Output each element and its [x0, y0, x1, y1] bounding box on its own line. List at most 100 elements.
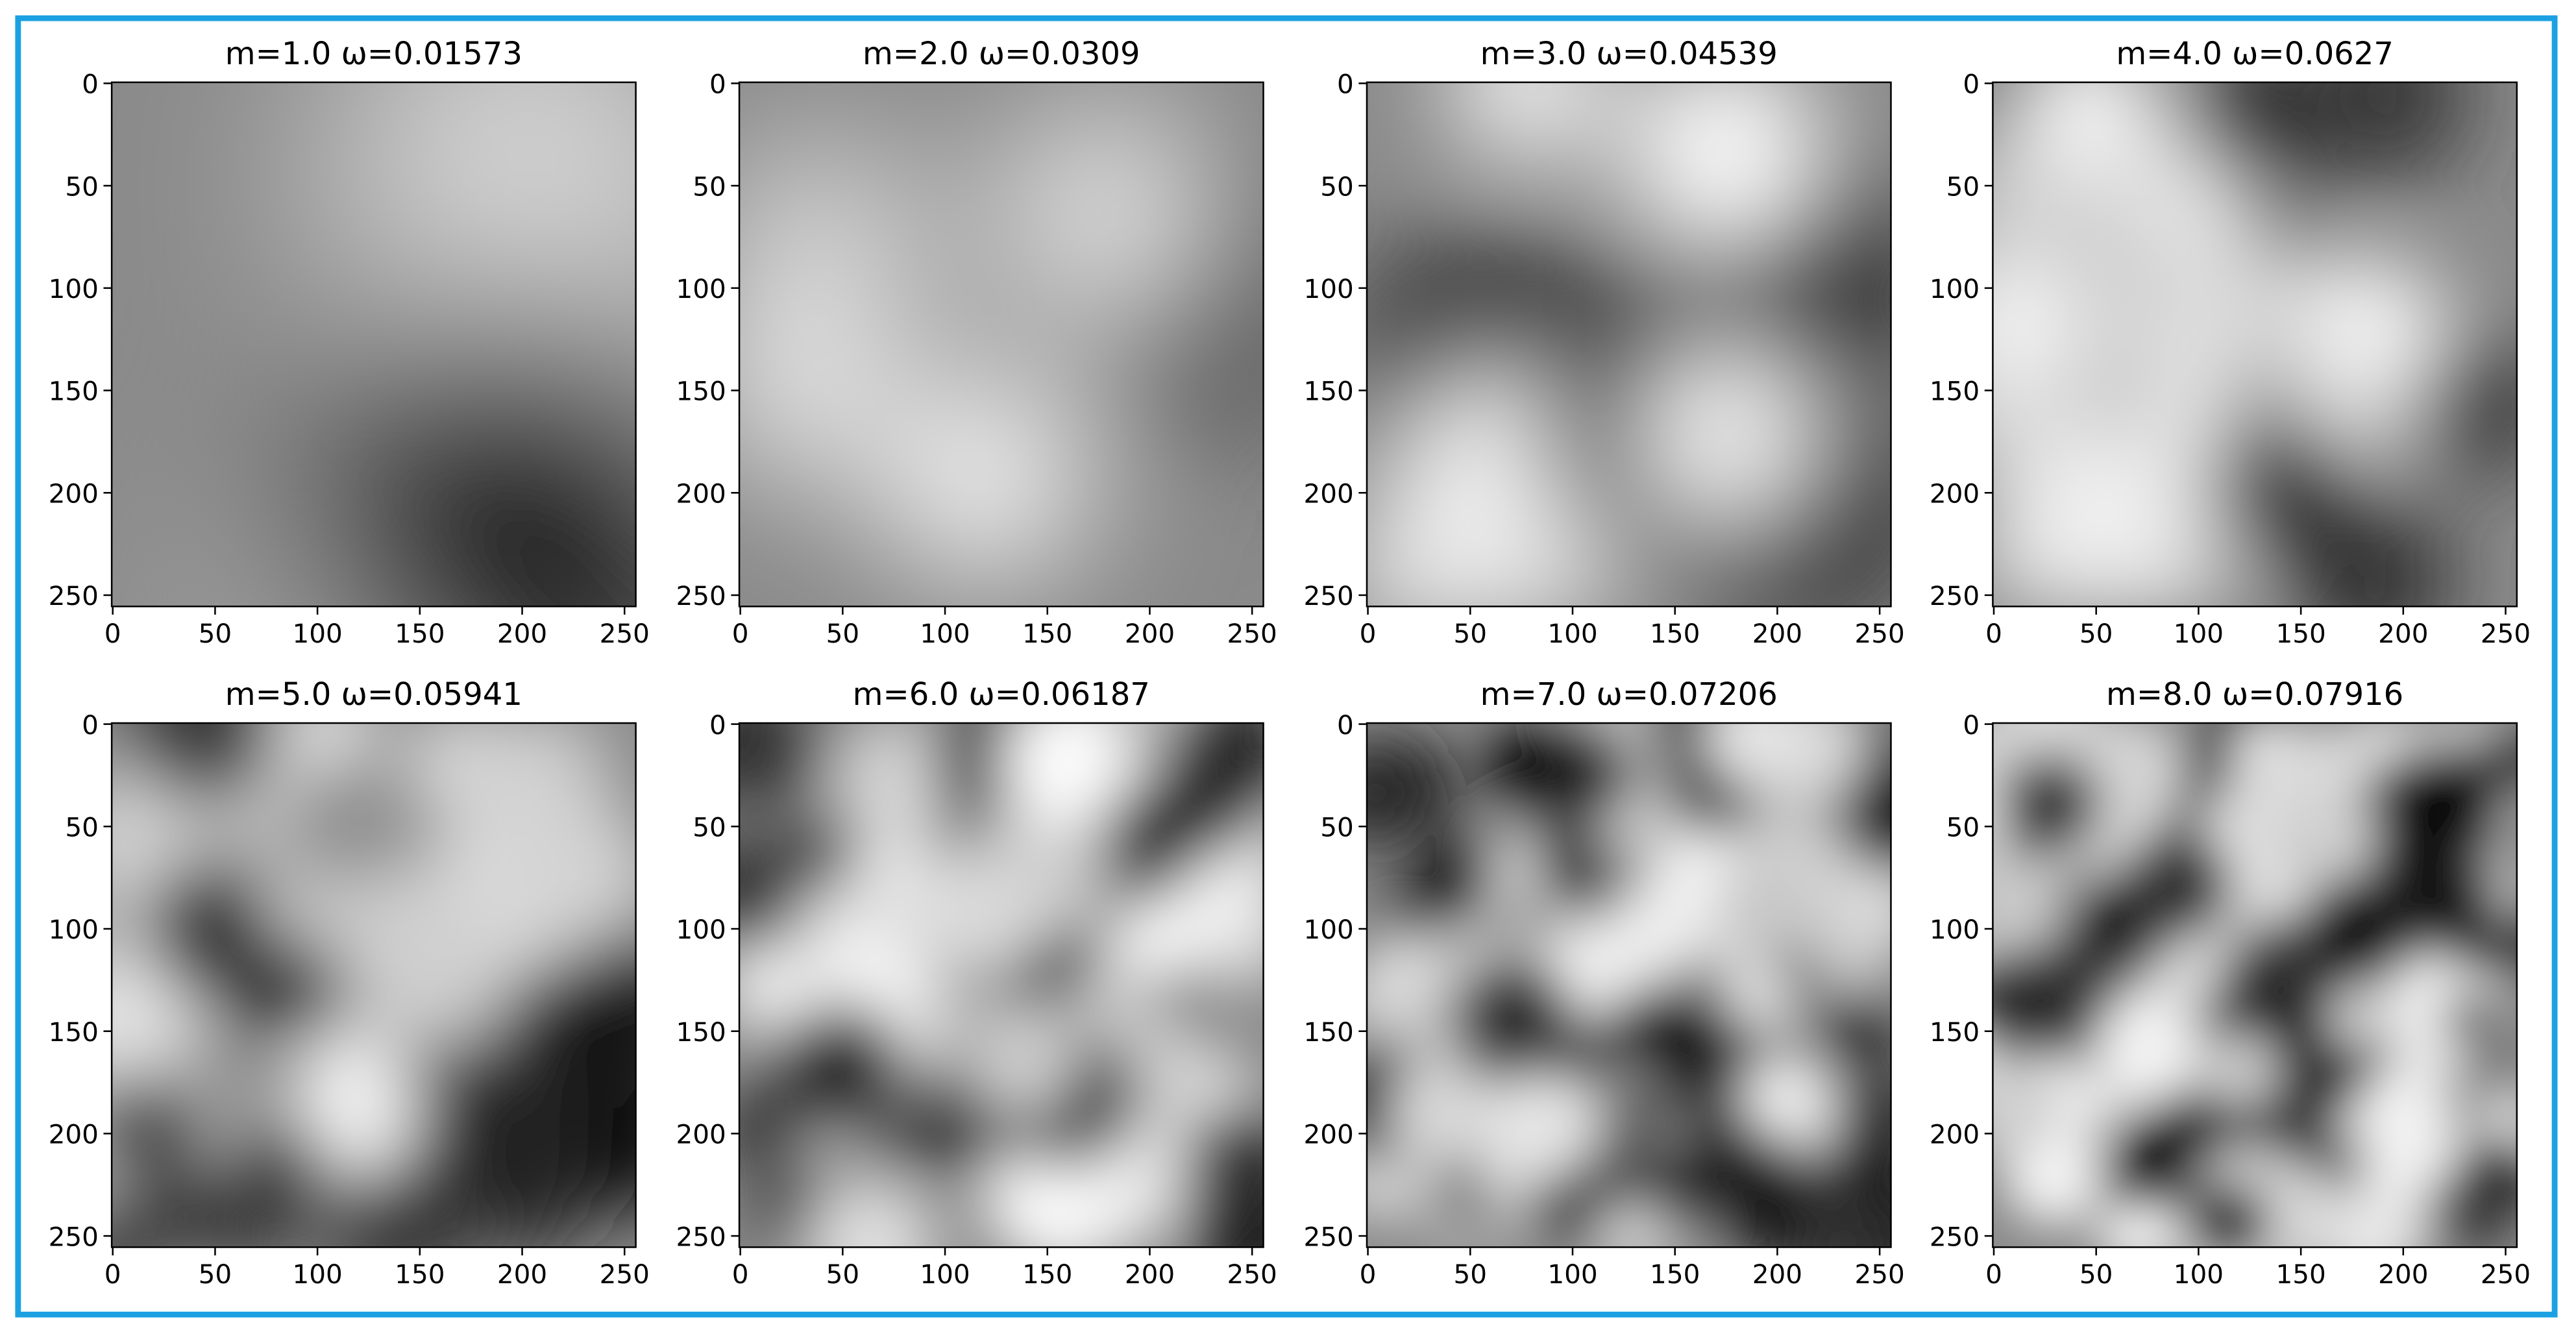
axes-frame: [1366, 722, 1892, 1248]
x-tick-label: 250: [600, 618, 650, 649]
x-tick-label: 100: [2174, 1259, 2224, 1290]
axes-frame: [1366, 81, 1892, 608]
y-tick-label: 250: [49, 580, 99, 611]
x-tick-label: 150: [1650, 618, 1700, 649]
x-tick-label: 50: [199, 618, 232, 649]
y-tick-label: 0: [1337, 69, 1354, 100]
y-tick-label: 200: [676, 1119, 726, 1150]
y-tick-label: 100: [49, 914, 99, 945]
y-tick-label: 150: [1930, 376, 1980, 407]
panel-title: m=4.0 ω=0.0627: [2116, 36, 2394, 72]
x-tick-label: 100: [920, 1259, 970, 1290]
y-tick-label: 100: [1303, 273, 1353, 304]
y-tick-label: 200: [1930, 1119, 1980, 1150]
y-tick-label: 250: [1930, 1221, 1980, 1252]
x-tick-label: 150: [1022, 618, 1072, 649]
y-tick-label: 100: [49, 273, 99, 304]
x-tick-label: 0: [1360, 618, 1377, 649]
y-tick-label: 150: [1303, 1016, 1353, 1048]
x-tick-label: 250: [2481, 618, 2531, 649]
x-tick-label: 50: [1454, 618, 1488, 649]
x-tick-label: 150: [395, 1259, 445, 1290]
image-texture: [1993, 82, 2517, 607]
x-tick-label: 150: [2275, 618, 2325, 649]
axes-frame: [738, 81, 1264, 608]
y-tick-label: 200: [676, 478, 726, 509]
axes-frame: [110, 81, 637, 608]
y-tick-label: 0: [1337, 709, 1354, 741]
x-tick-label: 200: [1752, 618, 1802, 649]
y-tick-label: 50: [1946, 171, 1980, 202]
x-tick-label: 0: [1360, 1259, 1377, 1290]
x-tick-label: 50: [2079, 618, 2113, 649]
y-tick-label: 200: [1930, 478, 1980, 509]
x-tick-label: 250: [600, 1259, 650, 1290]
y-tick-label: 0: [709, 69, 726, 100]
x-tick-label: 200: [1125, 618, 1175, 649]
x-tick-label: 50: [826, 1259, 860, 1290]
x-tick-label: 200: [2378, 1259, 2428, 1290]
x-tick-label: 100: [2174, 618, 2224, 649]
y-tick-label: 200: [1303, 478, 1353, 509]
image-texture: [112, 723, 636, 1248]
y-tick-label: 150: [676, 1016, 726, 1048]
x-tick-label: 100: [292, 618, 342, 649]
x-tick-label: 0: [104, 618, 121, 649]
axes-frame: [1992, 722, 2518, 1248]
image-texture: [112, 82, 636, 607]
y-tick-label: 50: [1320, 171, 1354, 202]
y-tick-label: 0: [82, 709, 99, 741]
x-tick-label: 150: [2275, 1259, 2325, 1290]
x-tick-label: 0: [104, 1259, 121, 1290]
panel-title: m=6.0 ω=0.06187: [853, 676, 1150, 713]
panel-title: m=7.0 ω=0.07206: [1480, 676, 1778, 713]
y-tick-label: 200: [49, 478, 99, 509]
x-tick-label: 200: [1752, 1259, 1802, 1290]
y-tick-label: 200: [1303, 1119, 1353, 1150]
panel-title: m=1.0 ω=0.01573: [225, 36, 522, 72]
x-tick-label: 150: [1650, 1259, 1700, 1290]
image-texture: [1367, 82, 1891, 607]
x-tick-label: 200: [1125, 1259, 1175, 1290]
y-tick-label: 100: [1930, 914, 1980, 945]
y-tick-label: 250: [676, 580, 726, 611]
x-tick-label: 50: [826, 618, 860, 649]
image-texture: [1993, 723, 2517, 1248]
y-tick-label: 200: [49, 1119, 99, 1150]
x-tick-label: 100: [920, 618, 970, 649]
y-tick-label: 50: [1320, 811, 1354, 843]
x-tick-label: 50: [2079, 1259, 2113, 1290]
x-tick-label: 200: [497, 1259, 547, 1290]
x-tick-label: 250: [1227, 1259, 1277, 1290]
x-tick-label: 250: [2481, 1259, 2531, 1290]
y-tick-label: 50: [693, 171, 726, 202]
x-tick-label: 150: [1022, 1259, 1072, 1290]
x-tick-label: 50: [1454, 1259, 1488, 1290]
image-texture: [1367, 723, 1891, 1248]
x-tick-label: 50: [199, 1259, 232, 1290]
y-tick-label: 0: [1963, 709, 1980, 741]
x-tick-label: 0: [1985, 1259, 2002, 1290]
x-tick-label: 250: [1854, 618, 1904, 649]
y-tick-label: 150: [49, 376, 99, 407]
y-tick-label: 0: [1963, 69, 1980, 100]
axes-frame: [110, 722, 637, 1248]
y-tick-label: 250: [1930, 580, 1980, 611]
y-tick-label: 50: [65, 811, 99, 843]
y-tick-label: 50: [1946, 811, 1980, 843]
y-tick-label: 150: [1303, 376, 1353, 407]
x-tick-label: 200: [2378, 618, 2428, 649]
x-tick-label: 150: [395, 618, 445, 649]
axes-frame: [1992, 81, 2518, 608]
axes-frame: [738, 722, 1264, 1248]
y-tick-label: 250: [1303, 1221, 1353, 1252]
y-tick-label: 250: [49, 1221, 99, 1252]
image-texture: [739, 723, 1264, 1248]
y-tick-label: 100: [676, 914, 726, 945]
image-texture: [739, 82, 1264, 607]
x-tick-label: 0: [732, 1259, 749, 1290]
y-tick-label: 150: [49, 1016, 99, 1048]
y-tick-label: 100: [676, 273, 726, 304]
